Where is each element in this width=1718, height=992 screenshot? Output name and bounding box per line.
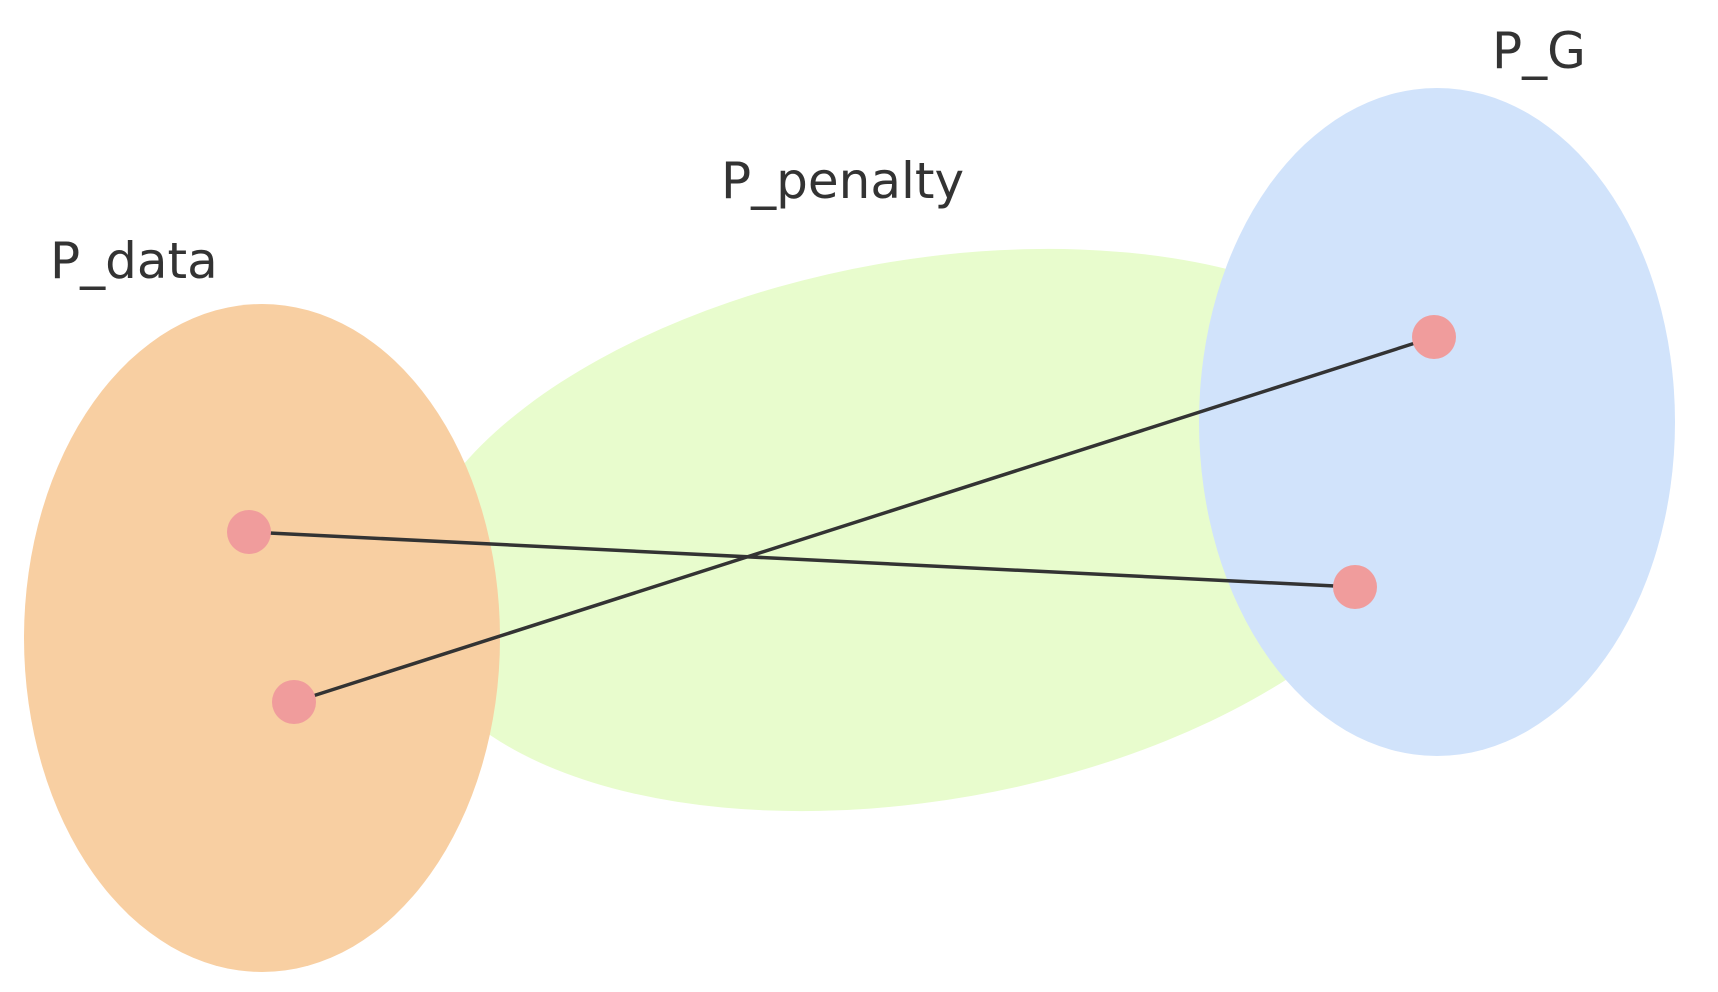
connector-line-1 — [248, 530, 1356, 589]
p-data-label: P_data — [50, 232, 218, 290]
p-g-region — [1199, 88, 1675, 756]
p-g-point-upper — [1412, 315, 1456, 359]
p-data-region — [24, 304, 500, 972]
p-penalty-region — [405, 248, 1445, 812]
p-g-point-lower — [1333, 565, 1377, 609]
p-data-point-lower — [272, 680, 316, 724]
connector-line-2 — [293, 335, 1435, 704]
p-penalty-label: P_penalty — [721, 152, 964, 210]
p-data-point-upper — [227, 510, 271, 554]
p-g-label: P_G — [1492, 22, 1586, 80]
